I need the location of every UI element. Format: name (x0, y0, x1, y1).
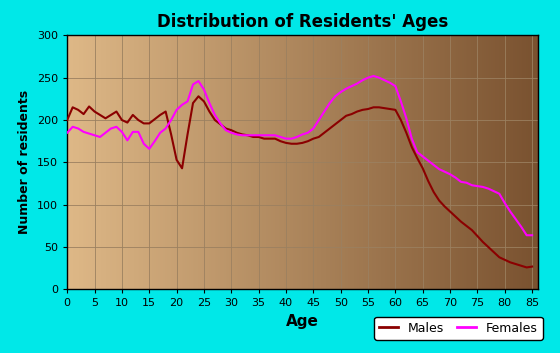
Title: Distribution of Residents' Ages: Distribution of Residents' Ages (157, 13, 448, 31)
Legend: Males, Females: Males, Females (375, 317, 543, 340)
X-axis label: Age: Age (286, 314, 319, 329)
Y-axis label: Number of residents: Number of residents (18, 90, 31, 234)
